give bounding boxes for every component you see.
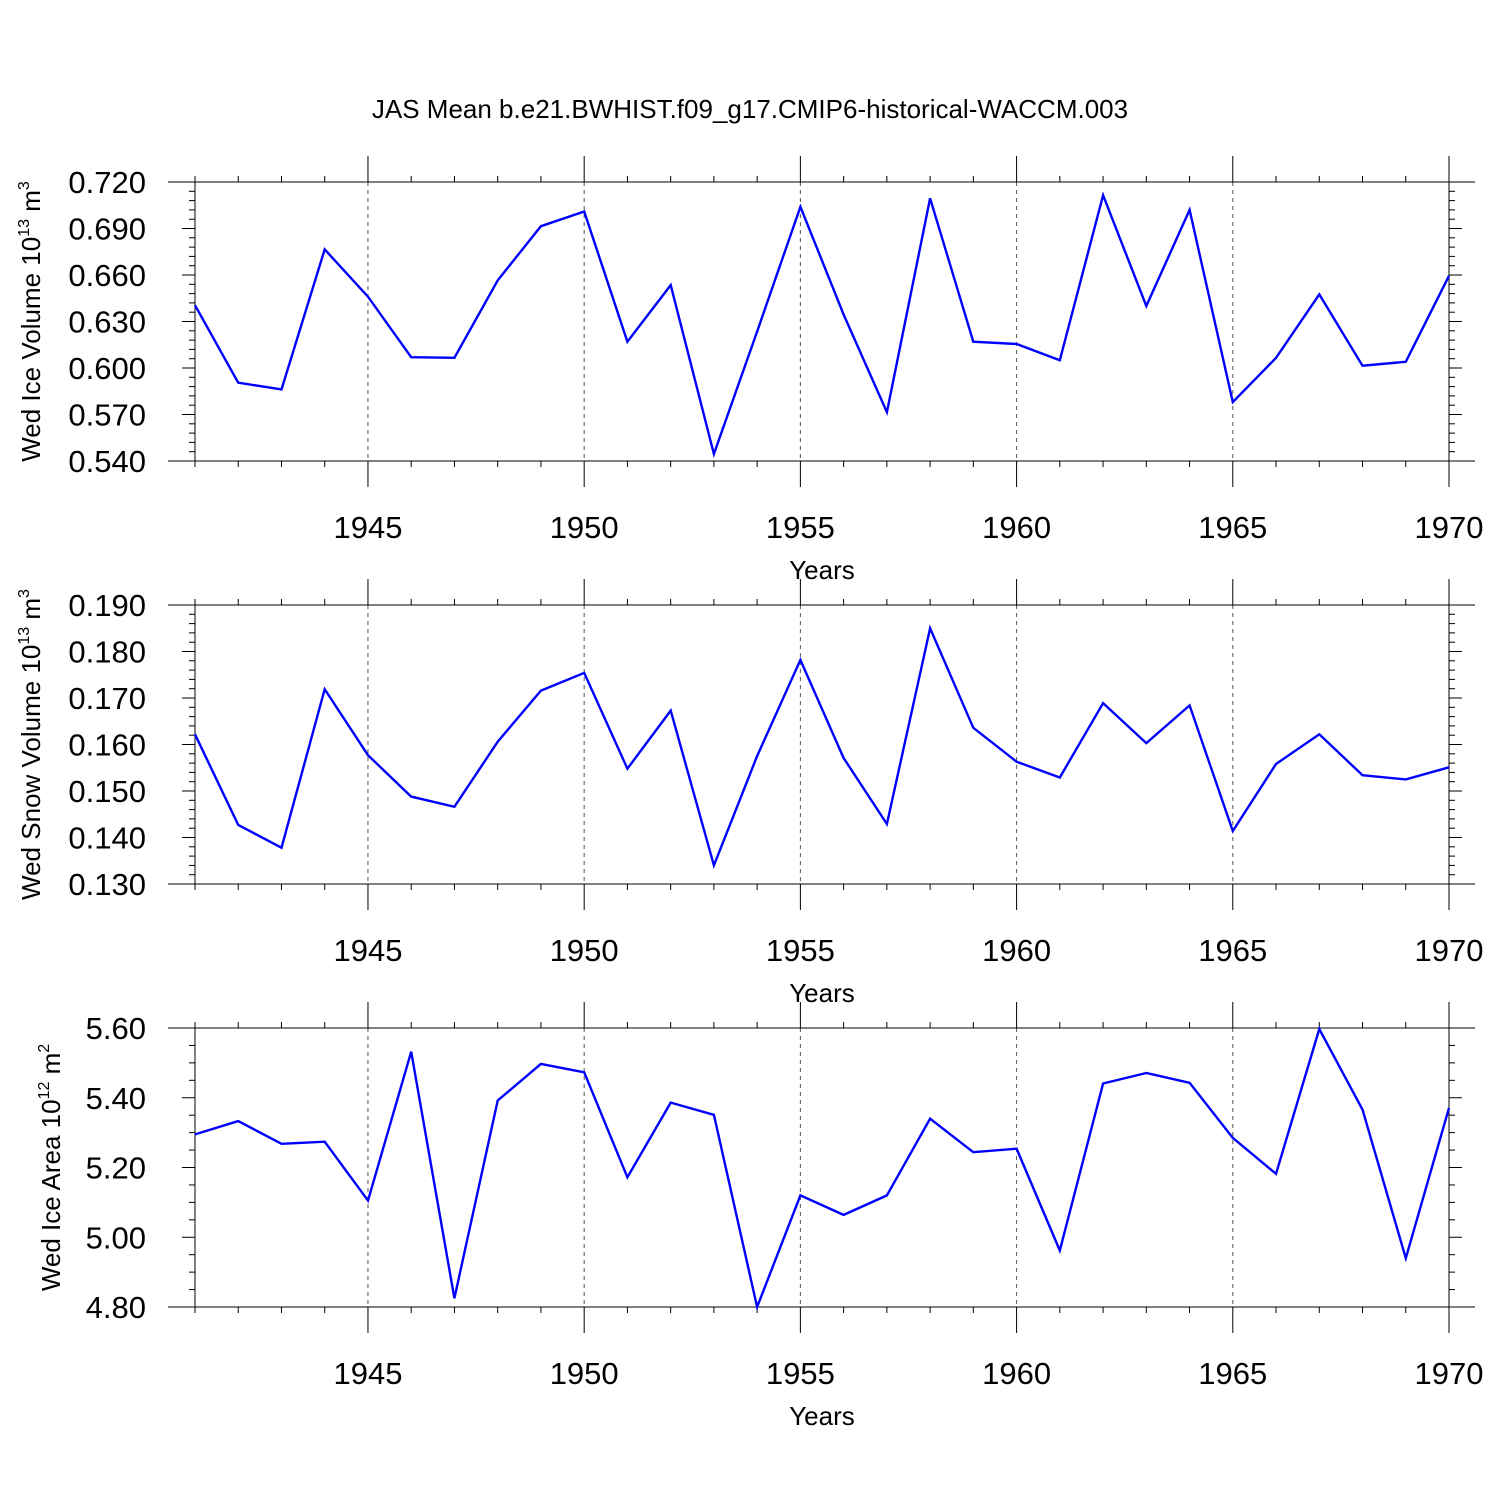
x-tick-label: 1970	[1415, 1356, 1484, 1391]
y-tick-label: 5.20	[86, 1151, 146, 1186]
x-tick-label: 1950	[550, 510, 619, 545]
y-axis-label: Wed Snow Volume 1013 m3	[16, 589, 46, 900]
y-tick-label: 0.190	[68, 588, 146, 623]
y-tick-label: 0.600	[68, 351, 146, 386]
x-axis-label: Years	[789, 978, 855, 1008]
y-tick-label: 0.720	[68, 165, 146, 200]
x-tick-label: 1960	[982, 510, 1051, 545]
x-tick-label: 1950	[550, 1356, 619, 1391]
y-tick-label: 4.80	[86, 1290, 146, 1325]
x-tick-label: 1950	[550, 933, 619, 968]
y-tick-label: 0.570	[68, 398, 146, 433]
x-axis-label: Years	[789, 1401, 855, 1431]
y-tick-label: 0.160	[68, 728, 146, 763]
y-tick-label: 0.660	[68, 258, 146, 293]
y-axis-label: Wed Ice Volume 1013 m3	[16, 181, 46, 462]
x-tick-label: 1970	[1415, 510, 1484, 545]
y-tick-label: 5.40	[86, 1081, 146, 1116]
y-tick-label: 0.130	[68, 867, 146, 902]
x-tick-label: 1955	[766, 933, 835, 968]
y-tick-label: 5.00	[86, 1220, 146, 1255]
panel-1: 1945 1950 1955 1960 1965 1970 0.540 0.570 0.600 0…	[16, 156, 1483, 585]
x-tick-label: 1965	[1198, 510, 1267, 545]
y-tick-label: 0.690	[68, 212, 146, 247]
x-tick-label: 1960	[982, 933, 1051, 968]
x-tick-label: 1955	[766, 1356, 835, 1391]
x-tick-label: 1945	[333, 1356, 402, 1391]
x-tick-label: 1945	[333, 933, 402, 968]
x-tick-label: 1945	[333, 510, 402, 545]
chart-title: JAS Mean b.e21.BWHIST.f09_g17.CMIP6-hist…	[372, 94, 1128, 124]
y-tick-label: 0.180	[68, 635, 146, 670]
y-tick-label: 0.150	[68, 774, 146, 809]
x-tick-label: 1955	[766, 510, 835, 545]
series-line	[193, 624, 1450, 870]
series-line	[194, 1025, 1451, 1312]
y-tick-label: 0.140	[68, 821, 146, 856]
y-tick-label: 5.60	[86, 1011, 146, 1046]
x-axis-label: Years	[789, 555, 855, 585]
x-tick-label: 1960	[982, 1356, 1051, 1391]
y-tick-label: 0.630	[68, 305, 146, 340]
x-tick-label: 1965	[1198, 1356, 1267, 1391]
panel-2: 1945 1950 1955 1960 1965 1970 0.130 0.140 0.150 0…	[16, 579, 1483, 1008]
x-tick-label: 1965	[1198, 933, 1267, 968]
y-axis-label: Wed Ice Area 1012 m2	[36, 1044, 66, 1291]
x-tick-label: 1970	[1415, 933, 1484, 968]
y-tick-label: 0.170	[68, 681, 146, 716]
y-tick-label: 0.540	[68, 444, 146, 479]
series-line	[193, 191, 1451, 459]
panel-3: 1945 1950 1955 1960 1965 1970 4.80 5.00 5.20 5.40…	[36, 1002, 1483, 1431]
